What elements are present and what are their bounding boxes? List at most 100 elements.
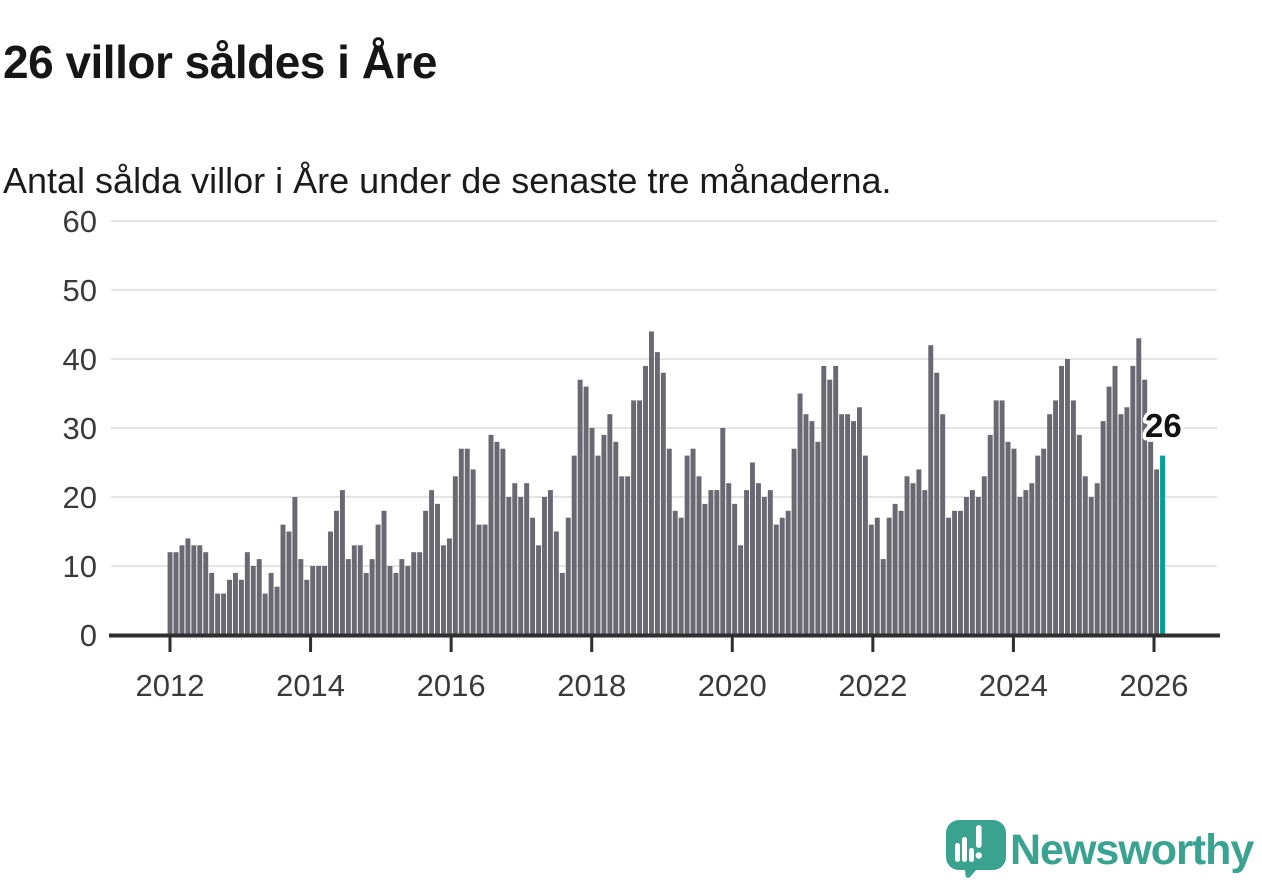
x-tick-label: 2016 [417,668,486,703]
bar [803,414,809,635]
bar [1053,400,1059,635]
bar [1118,414,1124,635]
bar [1148,441,1154,635]
bar [755,483,761,635]
bar [1041,448,1047,635]
bar [815,441,821,635]
bar [1154,469,1160,635]
bar [672,510,678,635]
bar [553,531,559,635]
bar [690,448,696,635]
bar [440,545,446,635]
logo-exclamation-rod [976,825,982,848]
speech-bubble-shape [946,820,1006,878]
bar [322,566,328,635]
bar [714,490,720,635]
bar [958,510,963,635]
y-tick-label: 10 [63,549,97,584]
bar [1112,365,1118,635]
bar [339,490,345,635]
bar [405,566,411,635]
bar [238,579,244,635]
bar [1094,483,1100,635]
bar [898,510,904,635]
bar [179,545,185,635]
bar [345,559,351,635]
y-tick-label: 20 [63,480,97,515]
bar [845,414,851,635]
x-tick-label: 2026 [1120,668,1189,703]
bar [946,517,952,635]
bar [613,441,619,635]
x-tick-label: 2020 [698,668,767,703]
x-tick-label: 2012 [136,668,205,703]
bar [316,566,322,635]
bar [809,421,815,635]
bar [666,448,672,635]
bar [381,510,387,635]
bar [607,414,613,635]
bar [993,400,999,635]
bar [851,421,856,635]
bar [785,510,791,635]
bar [435,503,440,635]
bar [232,572,238,635]
bar [963,497,969,635]
bar [399,559,405,635]
y-tick-label: 0 [80,618,97,653]
bar [185,538,191,635]
bar [417,552,423,635]
bar [1082,476,1088,635]
chart-subtitle: Antal sålda villor i Åre under de senast… [3,160,892,201]
x-tick-label: 2024 [979,668,1048,703]
bar [868,524,874,635]
bar [928,345,934,635]
bar [1142,379,1148,635]
bar [429,490,435,635]
bar [648,331,654,635]
bar [999,400,1005,635]
bar [328,531,334,635]
bar [1076,434,1082,635]
bar [625,476,631,635]
bar [310,566,316,635]
bar [779,517,785,635]
bar [191,545,197,635]
bar [631,400,637,635]
bar [262,593,268,635]
x-tick-label: 2014 [276,668,345,703]
bar [975,497,981,635]
y-tick-label: 50 [63,273,97,308]
logo-exclamation-dot [975,852,982,859]
bar [934,372,940,635]
bar [1124,407,1130,635]
bar [458,448,464,635]
bar [720,428,726,635]
bar [304,579,310,635]
bar [357,545,363,635]
bar [619,476,625,635]
bar [571,455,577,635]
bar [363,572,369,635]
bar [470,469,476,635]
bar [821,365,827,635]
bar [981,476,987,635]
bar [1088,497,1094,635]
bar [256,559,262,635]
bar [227,579,232,635]
bar [1029,483,1035,635]
brand-footer: Newsworthy [938,812,1262,879]
bar [761,497,767,635]
bar [750,462,755,635]
bar [732,503,738,635]
bar [839,414,845,635]
bar [286,531,292,635]
bar [209,572,215,635]
bar [488,434,494,635]
bar [1035,455,1041,635]
newsworthy-logo-icon [946,820,1006,878]
bar [1047,414,1053,635]
bar [452,476,458,635]
bar [512,483,518,635]
bar [375,524,381,635]
